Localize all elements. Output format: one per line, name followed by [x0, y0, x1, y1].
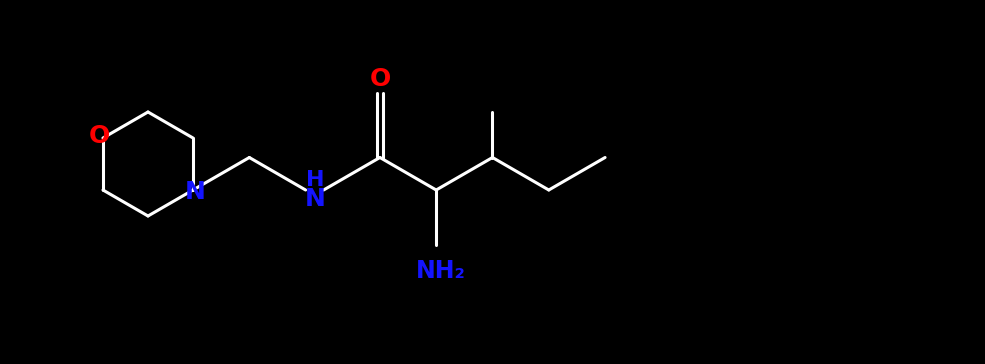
- Text: H: H: [306, 170, 325, 190]
- Text: NH₂: NH₂: [417, 259, 466, 283]
- Text: O: O: [89, 124, 109, 148]
- Text: N: N: [184, 180, 206, 204]
- Text: N: N: [305, 187, 326, 211]
- Text: O: O: [369, 67, 390, 91]
